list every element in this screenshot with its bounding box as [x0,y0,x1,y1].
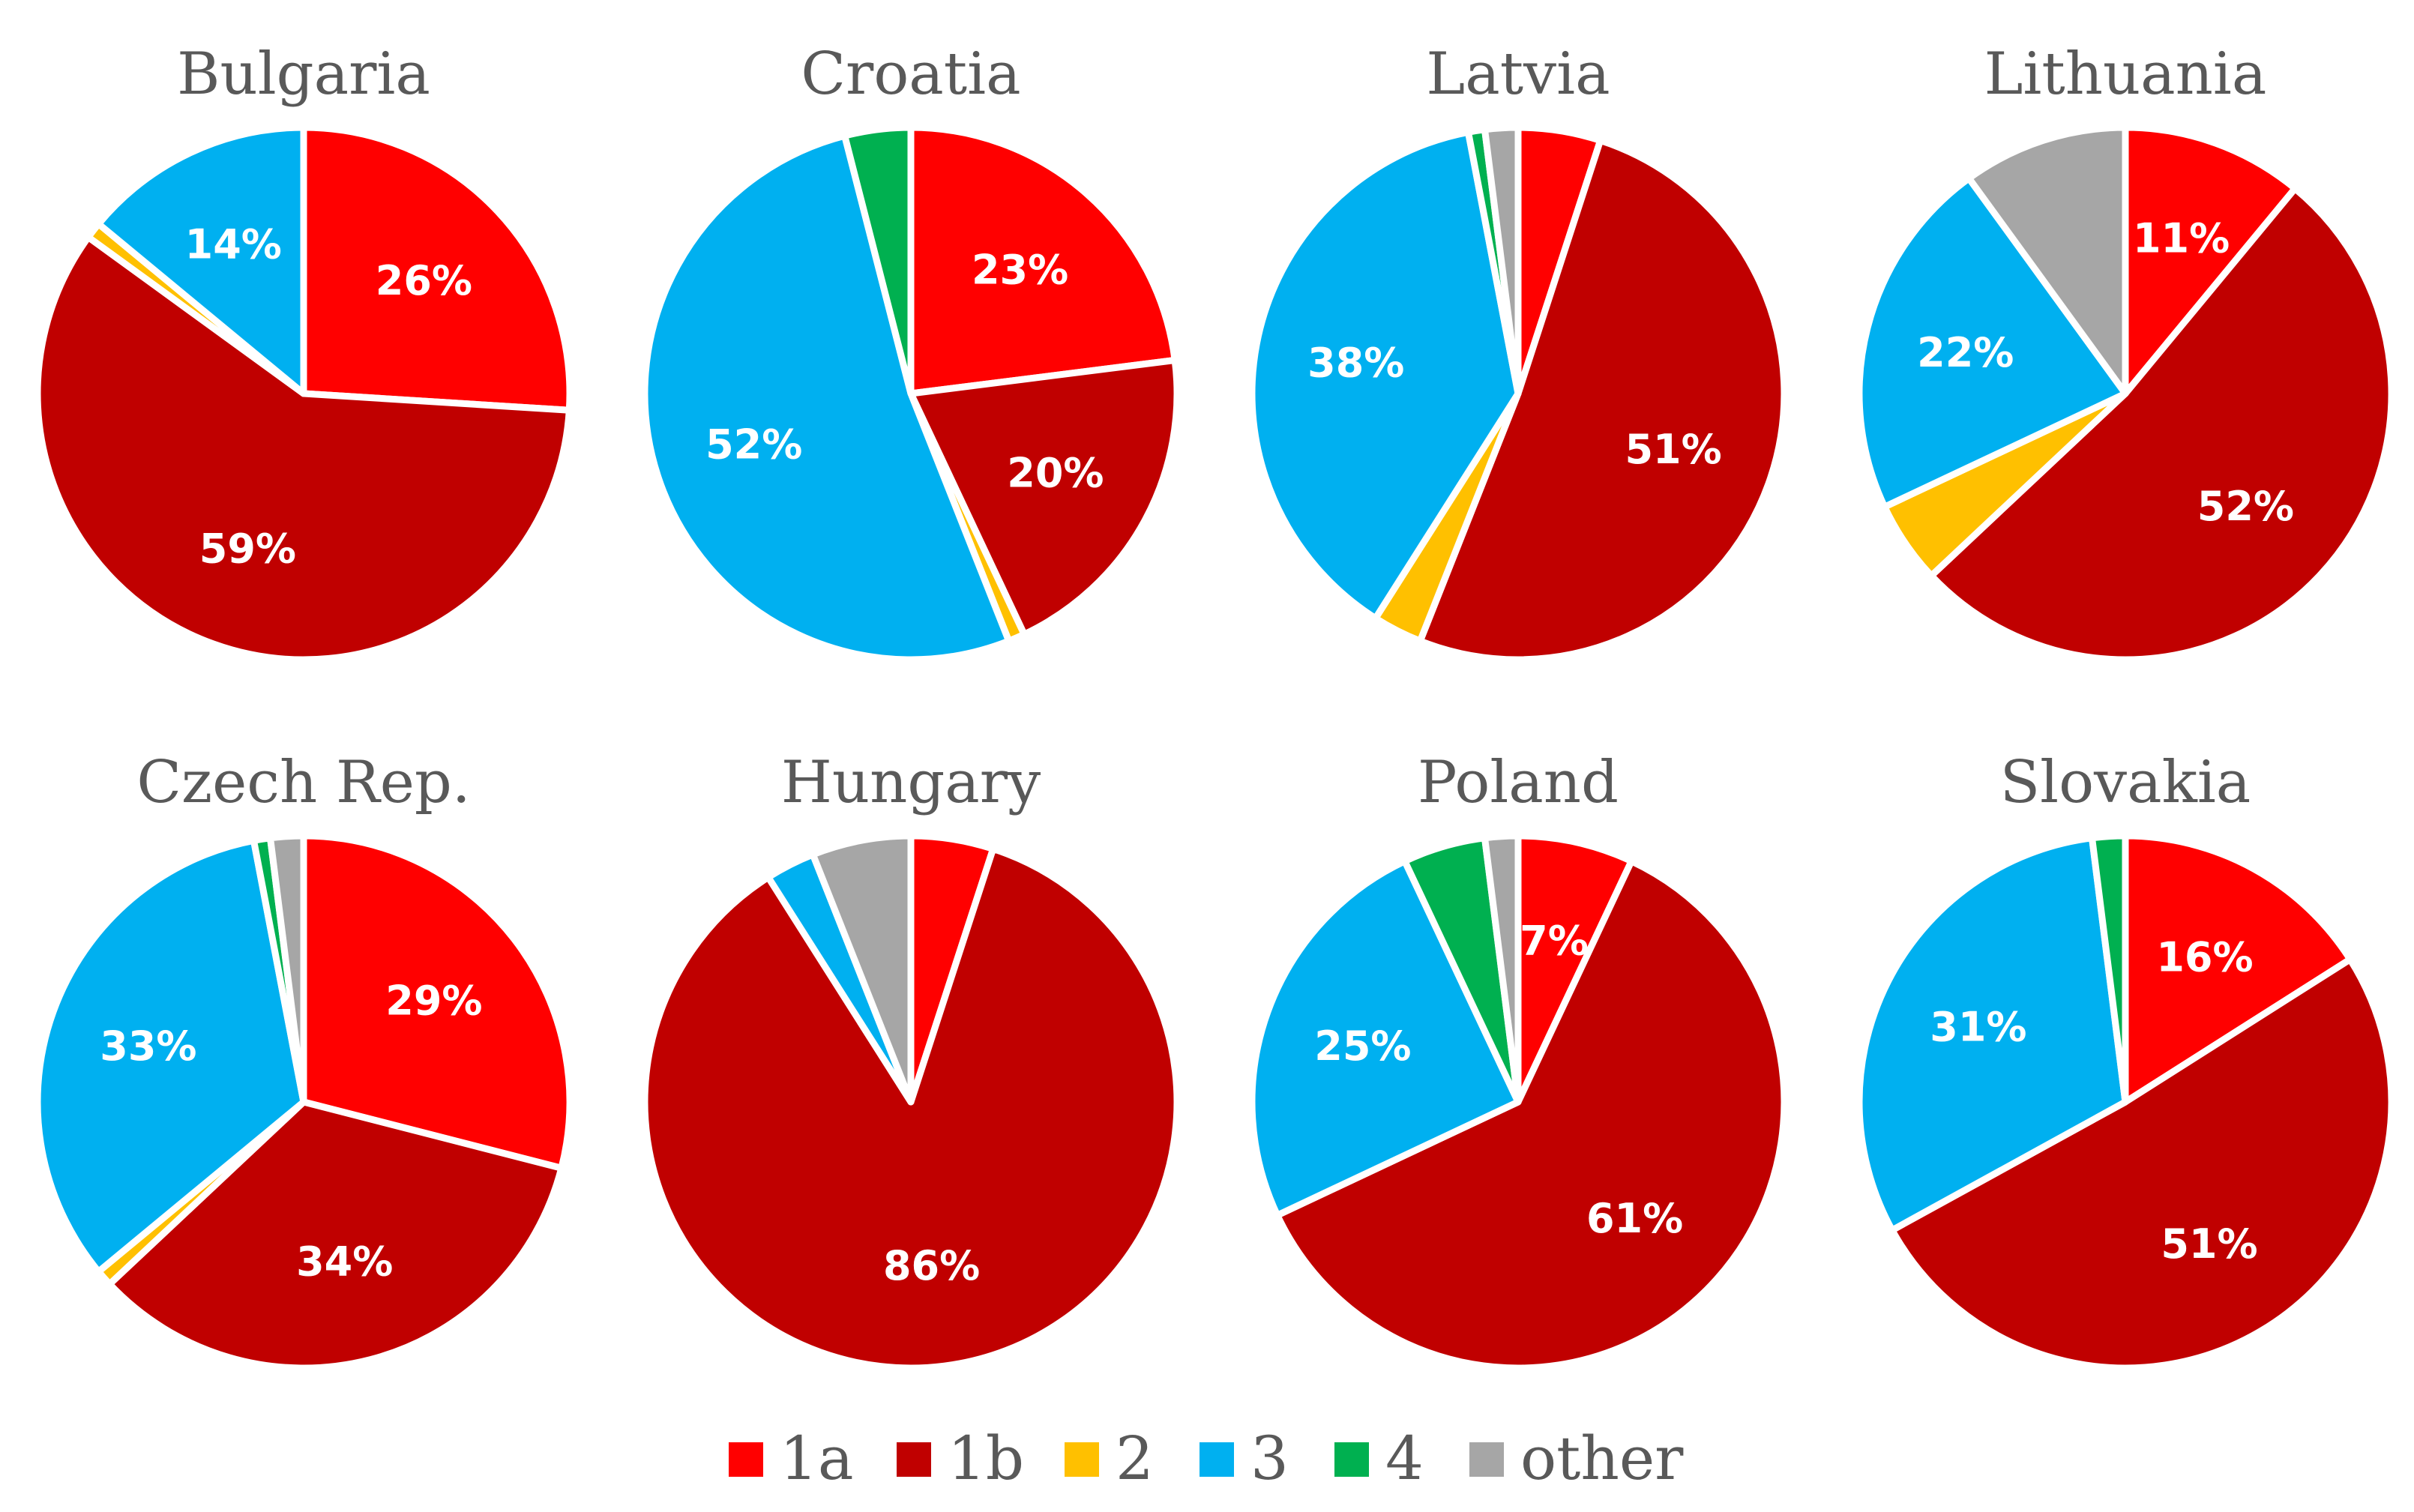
pie-slice-lithuania-1b [1927,184,2395,663]
pie-slice-croatia-3 [641,132,1013,663]
pie-slice-lithuania-other [1965,124,2129,397]
legend-swatch-3 [1200,1442,1234,1477]
pie-label-croatia-1a: 23% [972,246,1068,293]
pie-hungary: Hungary 86% [641,749,1181,1372]
pie-label-slovakia-1b: 51% [2161,1220,2257,1268]
pie-slice-hungary-other [809,832,915,1106]
pie-label-hungary-1b: 86% [883,1242,980,1289]
pie-slice-czech-rep-1a [300,832,574,1172]
pie-slice-croatia-4 [841,124,915,397]
legend-label-1a: 1a [780,1424,854,1493]
pie-label-slovakia-1a: 16% [2156,934,2253,981]
pie-label-lithuania-1a: 11% [2133,214,2230,262]
pie-slice-bulgaria-3 [94,124,307,397]
pie-slice-latvia-1b [1416,136,1788,663]
pie-label-croatia-3: 52% [705,421,802,469]
legend-item-3: 3 [1200,1424,1289,1493]
pie-slice-slovakia-1a [2122,832,2354,1106]
pie-label-czech-rep-3: 33% [100,1022,196,1070]
pie-label-latvia-3: 38% [1307,339,1404,386]
pie-slice-czech-rep-3 [34,837,307,1275]
legend-swatch-2 [1065,1442,1099,1477]
legend: 1a 1b 2 3 4 other [729,1424,1684,1493]
pie-slice-croatia-1b [907,357,1181,638]
pie-slice-lithuania-1a [2122,124,2299,397]
pie-bulgaria: Bulgaria 26% 59% 14% [34,40,574,663]
pie-slice-poland-1b [1274,858,1788,1372]
legend-item-4: 4 [1334,1424,1424,1493]
pie-label-lithuania-1b: 52% [2197,483,2294,530]
pie-label-bulgaria-3: 14% [185,220,282,268]
pie-label-poland-1b: 61% [1586,1195,1683,1242]
pie-slice-hungary-1b [641,845,1181,1372]
pie-slice-latvia-other [1481,124,1522,397]
pie-title-lithuania: Lithuania [1984,40,2267,108]
pie-title-bulgaria: Bulgaria [177,40,430,108]
pie-slice-bulgaria-1a [300,124,574,414]
pie-title-latvia: Latvia [1426,40,1610,108]
pie-slice-slovakia-4 [2089,832,2129,1106]
legend-swatch-other [1469,1442,1504,1477]
legend-label-4: 4 [1385,1424,1424,1493]
pie-label-croatia-1b: 20% [1007,450,1104,497]
legend-item-2: 2 [1065,1424,1154,1493]
pie-slice-bulgaria-1b [34,233,573,663]
pie-slice-slovakia-1b [1888,956,2395,1372]
legend-item-1b: 1b [897,1424,1024,1493]
pie-title-poland: Poland [1418,749,1619,816]
pie-title-hungary: Hungary [781,749,1041,816]
pie-label-poland-3: 25% [1314,1022,1411,1070]
pie-title-czech-rep: Czech Rep. [136,749,470,816]
legend-label-3: 3 [1250,1424,1289,1493]
pie-slice-czech-rep-1b [106,1098,565,1372]
pie-charts: Bulgaria 26% 59% 14% Croatia 23% 20% 52% Latvia 5… [34,40,2395,1372]
legend-swatch-4 [1334,1442,1369,1477]
legend-item-1a: 1a [729,1424,854,1493]
pie-label-latvia-1b: 51% [1625,426,1721,473]
pie-slice-lithuania-3 [1855,175,2129,510]
pie-slice-czech-rep-other [267,832,307,1106]
pie-slovakia: Slovakia 16% 51% 31% [1855,749,2395,1372]
pie-title-croatia: Croatia [801,40,1020,108]
pie-label-bulgaria-1b: 59% [199,525,296,573]
pie-slice-latvia-3 [1248,128,1522,622]
pie-label-czech-rep-1a: 29% [385,978,482,1025]
pie-slice-slovakia-3 [1855,834,2129,1234]
pie-slice-poland-other [1481,832,1522,1106]
pie-label-slovakia-3: 31% [1930,1004,2026,1051]
pie-poland: Poland 7% 61% 25% [1248,749,1788,1372]
pie-label-bulgaria-1a: 26% [376,257,472,304]
pie-slice-croatia-1a [907,124,1179,397]
legend-item-other: other [1469,1424,1684,1493]
pie-czech-rep: Czech Rep. 29% 34% 33% [34,749,574,1372]
pie-lithuania: Lithuania 11% 52% 22% [1855,40,2395,663]
pie-croatia: Croatia 23% 20% 52% [641,40,1181,663]
legend-swatch-1a [729,1442,763,1477]
pie-label-czech-rep-1b: 34% [296,1238,393,1286]
pie-slice-poland-3 [1248,858,1522,1219]
pie-title-slovakia: Slovakia [2000,749,2251,816]
pie-label-poland-1a: 7% [1520,918,1589,965]
legend-swatch-1b [897,1442,931,1477]
pie-latvia: Latvia 51% 38% [1248,40,1788,663]
legend-label-2: 2 [1116,1424,1154,1493]
legend-label-1b: 1b [948,1424,1024,1493]
legend-label-other: other [1520,1424,1684,1493]
pie-label-lithuania-3: 22% [1917,329,2014,376]
